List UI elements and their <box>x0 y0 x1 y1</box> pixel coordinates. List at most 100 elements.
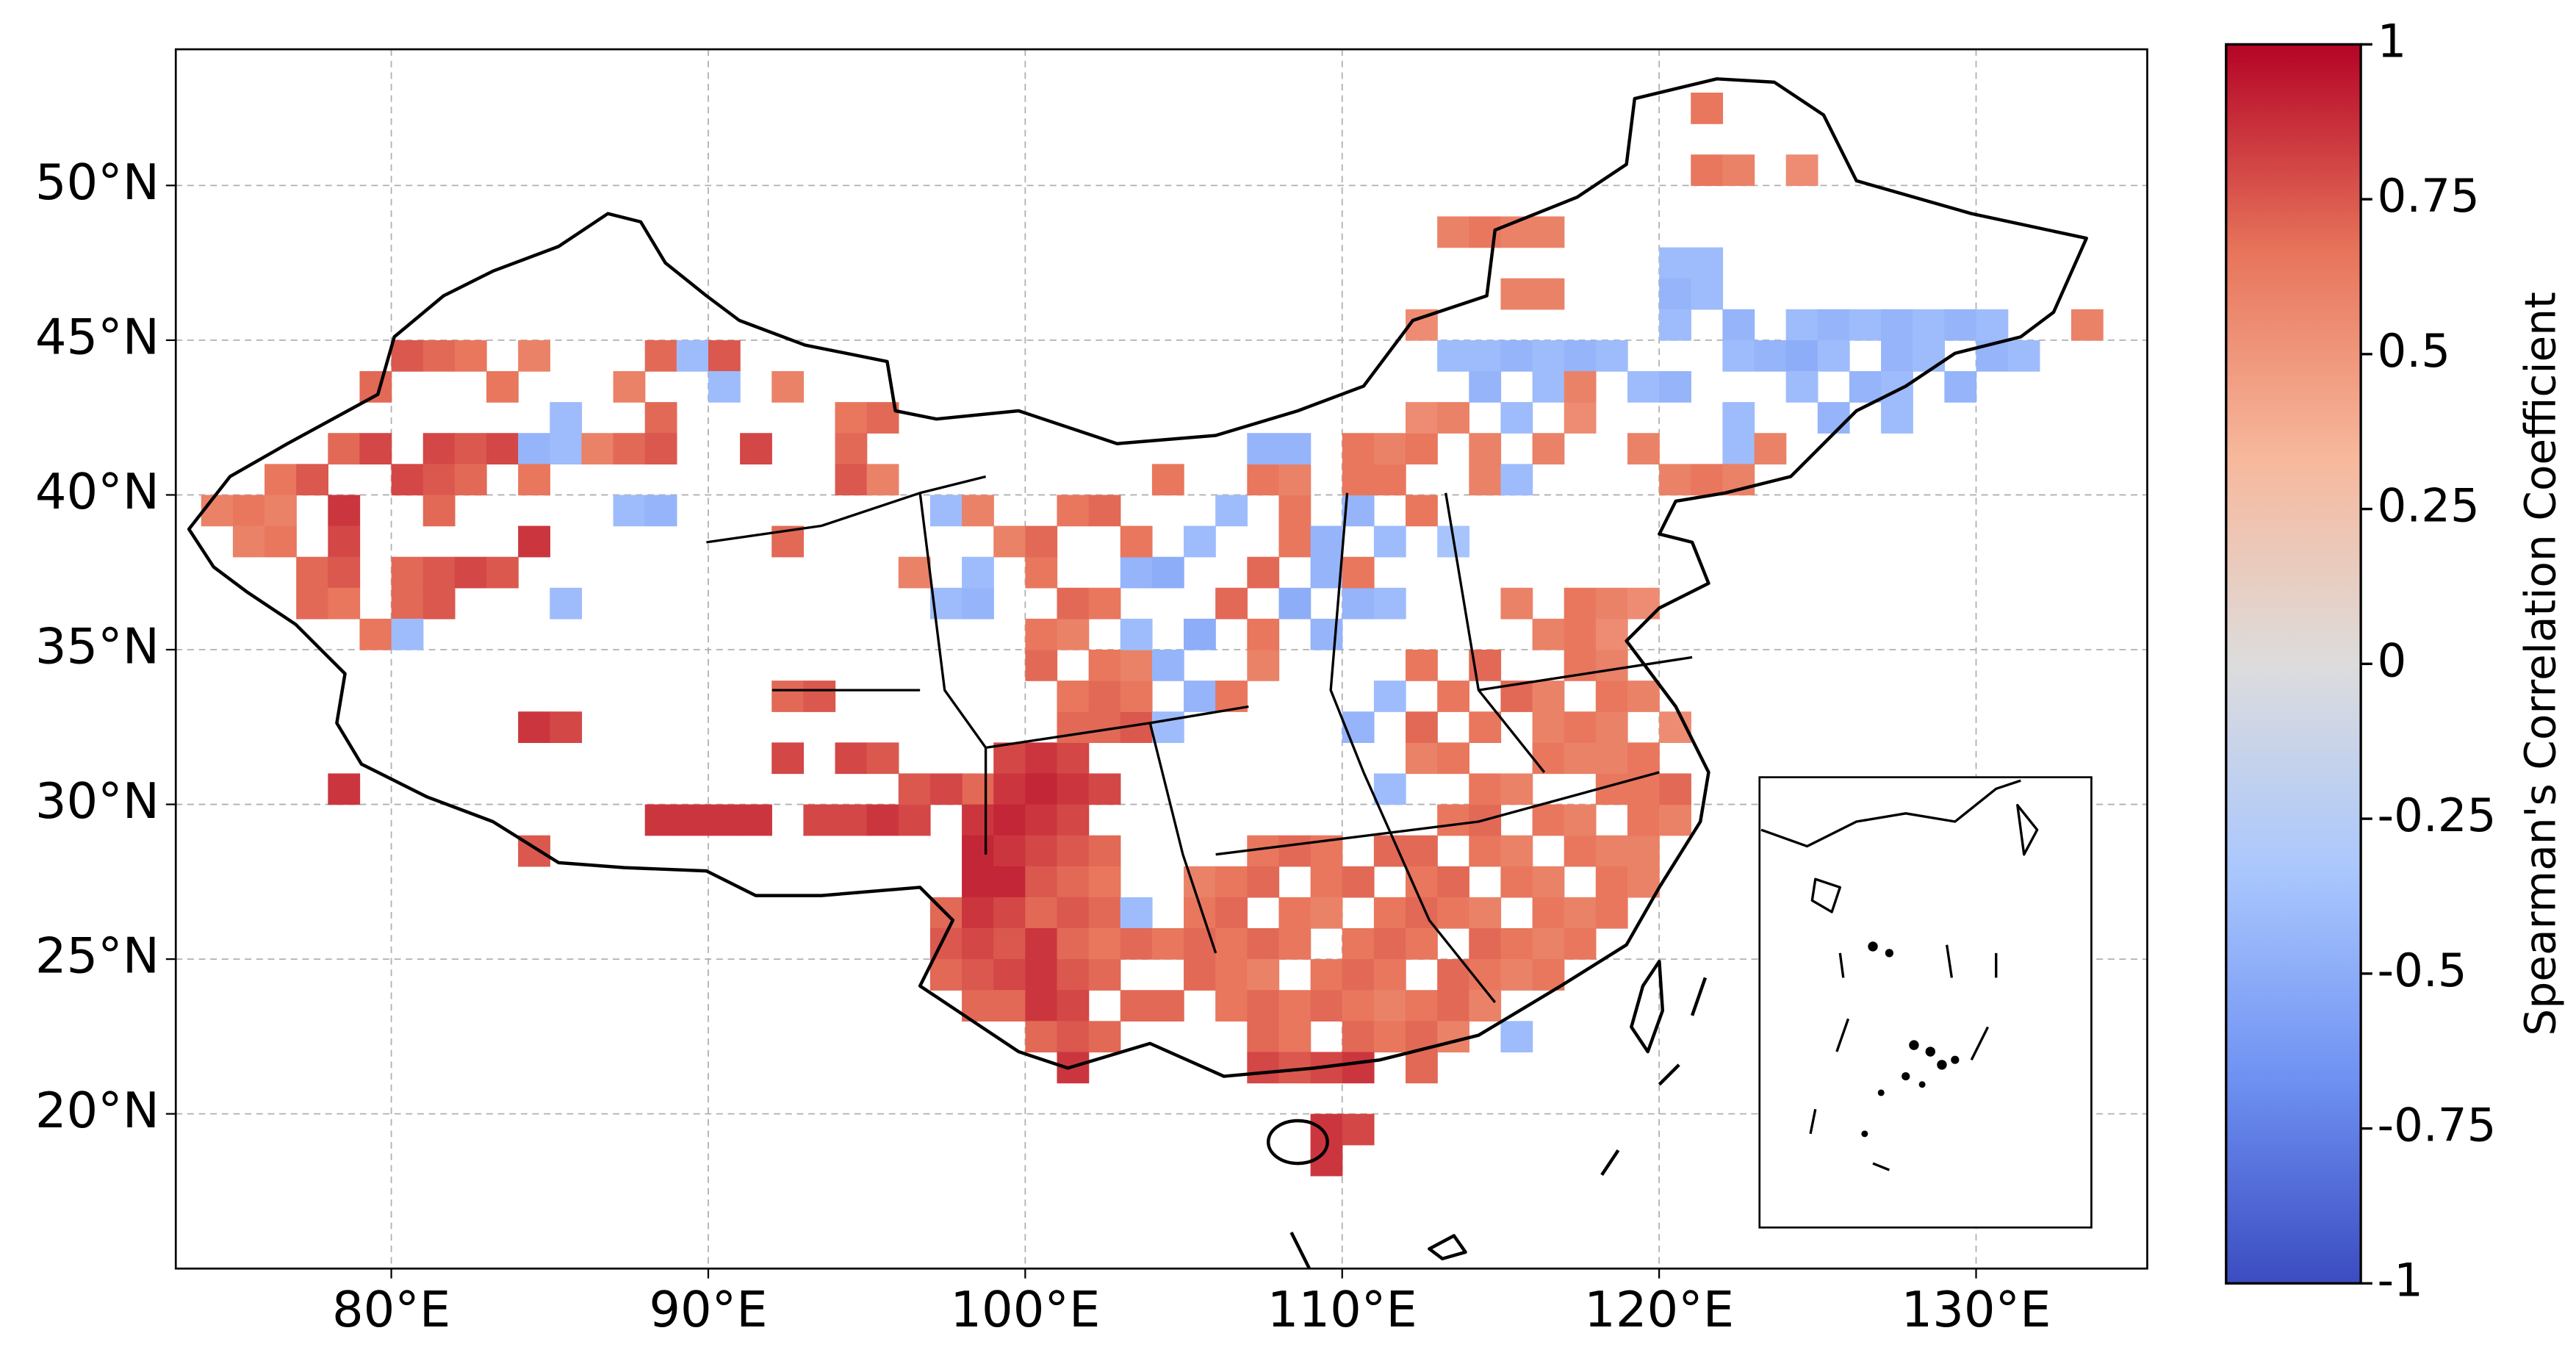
grid-cell <box>359 618 392 650</box>
grid-cell <box>1310 897 1343 929</box>
grid-cell <box>1088 835 1121 867</box>
grid-cell <box>391 340 424 372</box>
grid-cell <box>1564 835 1597 867</box>
grid-cell <box>1278 835 1312 867</box>
grid-cell <box>1215 587 1248 620</box>
colorbar-tick-label: -1 <box>2377 1253 2422 1307</box>
grid-cell <box>1500 278 1533 310</box>
grid-cell <box>1373 959 1406 991</box>
grid-cell <box>1057 835 1090 867</box>
grid-cell <box>1437 897 1469 929</box>
grid-cell <box>708 340 741 372</box>
grid-cell <box>1817 309 1850 341</box>
grid-cell <box>1500 402 1533 434</box>
grid-cell <box>1691 154 1724 187</box>
grid-cell <box>993 773 1026 805</box>
grid-cell <box>454 433 487 465</box>
grid-cell <box>1247 650 1280 681</box>
grid-cell <box>1500 927 1533 960</box>
grid-cell <box>1595 681 1628 712</box>
grid-cell <box>962 927 994 960</box>
grid-cell <box>1437 1021 1469 1053</box>
grid-cell <box>1627 433 1660 465</box>
grid-cell <box>265 464 297 496</box>
grid-cell <box>1215 990 1248 1022</box>
grid-cell <box>613 495 646 527</box>
grid-cell <box>1151 650 1184 681</box>
x-tick-label: 130°E <box>1902 1281 2051 1338</box>
grid-cell <box>1247 1021 1280 1053</box>
grid-cell <box>962 897 994 929</box>
grid-cell <box>1373 681 1406 712</box>
grid-cell <box>1247 464 1280 496</box>
grid-cell <box>803 681 836 712</box>
grid-cell <box>835 804 868 836</box>
grid-cell <box>1437 990 1469 1022</box>
grid-cell <box>1057 927 1090 960</box>
grid-cell <box>1278 990 1312 1022</box>
grid-cell <box>1437 742 1469 775</box>
grid-cell <box>1247 927 1280 960</box>
grid-cell <box>1659 464 1691 496</box>
grid-cell <box>1722 433 1755 465</box>
grid-cell <box>1406 402 1438 434</box>
grid-cell <box>1437 402 1469 434</box>
grid-cell <box>1373 773 1406 805</box>
grid-cell <box>1184 959 1216 991</box>
grid-cell <box>328 495 361 527</box>
grid-cell <box>201 495 234 527</box>
grid-cell <box>1088 866 1121 898</box>
grid-cell <box>1659 773 1691 805</box>
grid-cell <box>1247 990 1280 1022</box>
grid-cell <box>1342 959 1375 991</box>
grid-cell <box>1406 650 1438 681</box>
grid-cell <box>1057 866 1090 898</box>
grid-cell <box>1247 866 1280 898</box>
grid-cell <box>1659 804 1691 836</box>
grid-cell <box>518 464 550 496</box>
grid-cell <box>1532 371 1565 403</box>
grid-cell <box>1691 464 1724 496</box>
grid-cell <box>1120 927 1153 960</box>
x-tick-label: 80°E <box>332 1281 450 1338</box>
grid-cell <box>835 464 868 496</box>
grid-cell <box>1025 773 1058 805</box>
grid-cell <box>1120 990 1153 1022</box>
grid-cell <box>1691 247 1724 279</box>
grid-cell <box>1278 587 1312 620</box>
grid-cell <box>1373 990 1406 1022</box>
grid-cell <box>1469 927 1502 960</box>
grid-cell <box>1342 866 1375 898</box>
hainan <box>1266 1119 1329 1166</box>
grid-cell <box>1088 959 1121 991</box>
grid-cell <box>1310 866 1343 898</box>
grid-cell <box>1564 742 1597 775</box>
grid-cell <box>1406 927 1438 960</box>
grid-cell <box>1627 681 1660 712</box>
grid-cell <box>1532 897 1565 929</box>
grid-cell <box>962 959 994 991</box>
grid-cell <box>1310 618 1343 650</box>
grid-cell <box>1278 433 1312 465</box>
grid-cell <box>1500 1021 1533 1053</box>
grid-cell <box>1151 990 1184 1022</box>
grid-cell <box>1532 866 1565 898</box>
grid-cell <box>1057 959 1090 991</box>
grid-cell <box>1564 587 1597 620</box>
grid-cell <box>1342 927 1375 960</box>
grid-cell <box>1500 959 1533 991</box>
grid-cell <box>1659 247 1691 279</box>
grid-cell <box>1088 897 1121 929</box>
grid-cell <box>422 556 456 589</box>
grid-cell <box>1151 464 1184 496</box>
inset-frame <box>1758 776 2093 1229</box>
grid-cell <box>1627 773 1660 805</box>
grid-cell <box>1278 927 1312 960</box>
grid-cell <box>1310 556 1343 589</box>
grid-cell <box>1659 371 1691 403</box>
grid-cell <box>993 525 1026 558</box>
grid-cell <box>1247 556 1280 589</box>
grid-cell <box>1469 990 1502 1022</box>
grid-cell <box>1659 309 1691 341</box>
grid-cell <box>1373 525 1406 558</box>
